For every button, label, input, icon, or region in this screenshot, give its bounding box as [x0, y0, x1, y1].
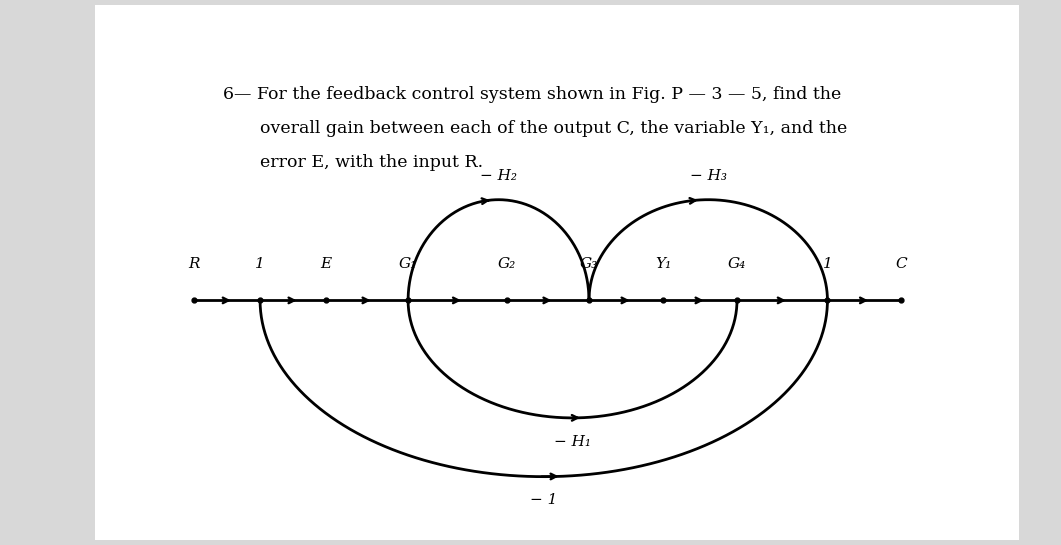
Text: Y₁: Y₁ — [655, 257, 672, 271]
Text: C: C — [895, 257, 907, 271]
Text: − H₃: − H₃ — [690, 169, 727, 183]
Text: G₁: G₁ — [399, 257, 417, 271]
Text: R: R — [189, 257, 201, 271]
Text: G₂: G₂ — [498, 257, 516, 271]
Text: − H₂: − H₂ — [480, 169, 517, 183]
Text: − H₁: − H₁ — [554, 435, 591, 449]
Text: G₄: G₄ — [728, 257, 746, 271]
Text: error E, with the input R.: error E, with the input R. — [260, 154, 483, 171]
Text: E: E — [320, 257, 331, 271]
Text: 6— For the feedback control system shown in Fig. P — 3 — 5, find the: 6— For the feedback control system shown… — [223, 86, 841, 104]
Text: 1: 1 — [822, 257, 832, 271]
Text: 1: 1 — [256, 257, 265, 271]
Text: − 1: − 1 — [530, 493, 557, 507]
Text: overall gain between each of the output C, the variable Y₁, and the: overall gain between each of the output … — [260, 120, 848, 137]
Text: G₃: G₃ — [580, 257, 598, 271]
